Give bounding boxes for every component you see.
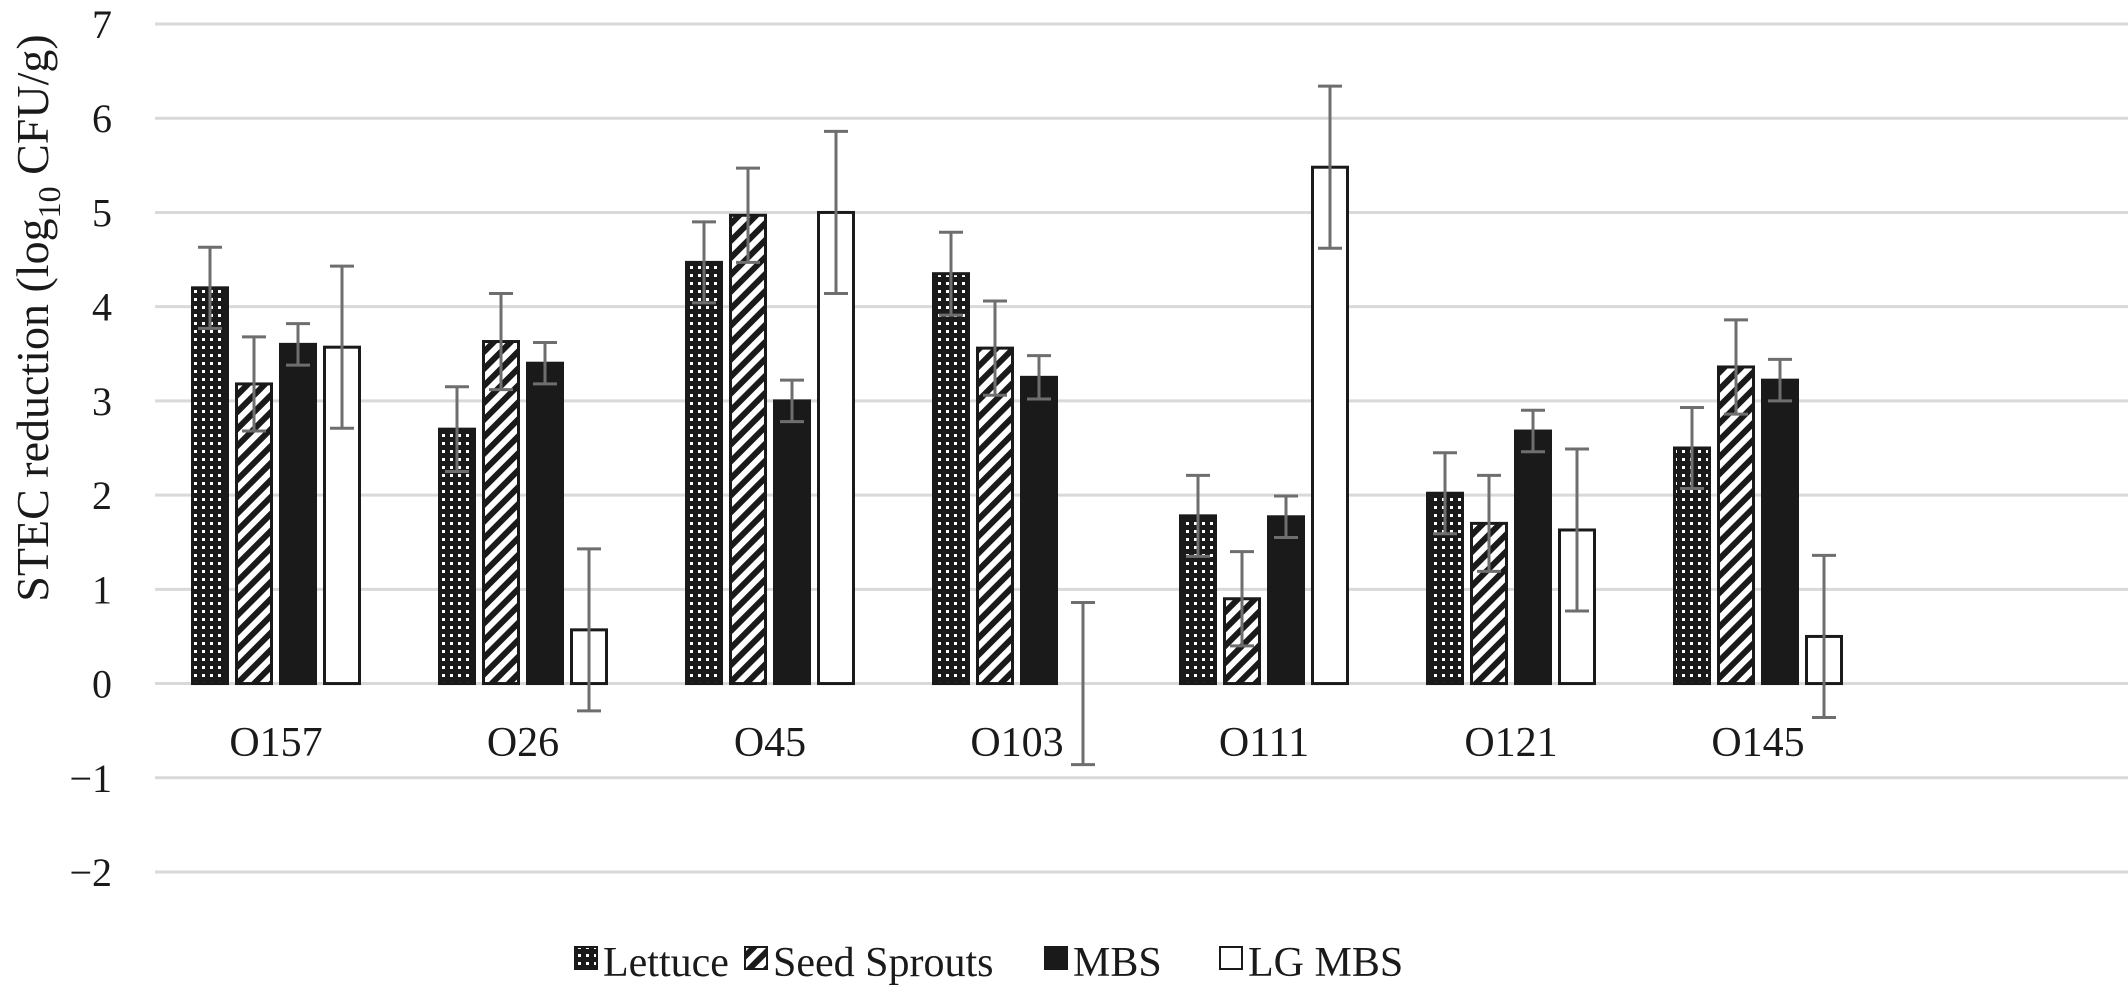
bar-diagonal bbox=[976, 346, 1014, 686]
legend-swatch-solid bbox=[1044, 946, 1068, 970]
legend-label: Seed Sprouts bbox=[773, 940, 994, 986]
category-label: O103 bbox=[970, 720, 1063, 766]
legend-label: LG MBS bbox=[1248, 940, 1403, 986]
category-label: O121 bbox=[1464, 720, 1557, 766]
legend: Lettuce Seed Sprouts MBS LG MBS bbox=[574, 940, 1403, 986]
category-label: O26 bbox=[487, 720, 559, 766]
y-tick-label: 5 bbox=[92, 190, 112, 235]
bar-solid bbox=[526, 361, 564, 686]
bar-dots bbox=[932, 272, 970, 686]
legend-swatch-diagonal bbox=[744, 946, 768, 970]
error-bars bbox=[198, 84, 1836, 767]
bar-solid bbox=[773, 399, 811, 686]
y-tick-label: 3 bbox=[92, 379, 112, 424]
bar-solid bbox=[1514, 429, 1552, 686]
category-label: O145 bbox=[1711, 720, 1804, 766]
y-tick-label: 0 bbox=[92, 662, 112, 707]
y-tick-label: −1 bbox=[69, 756, 112, 801]
y-tick-labels: −2 −1 0 1 2 3 4 5 6 7 bbox=[69, 2, 112, 895]
bar-solid bbox=[279, 342, 317, 686]
y-tick-label: 7 bbox=[92, 2, 112, 47]
legend-swatch-dots bbox=[574, 946, 598, 970]
legend-label: MBS bbox=[1073, 940, 1162, 986]
category-label: O45 bbox=[734, 720, 806, 766]
legend-swatch-open bbox=[1219, 946, 1243, 970]
bar-open bbox=[1311, 165, 1349, 686]
bar-dots bbox=[191, 286, 229, 686]
bar-diagonal bbox=[482, 340, 520, 686]
bar-diagonal bbox=[729, 213, 767, 686]
legend-label: Lettuce bbox=[603, 940, 729, 986]
bars bbox=[191, 165, 1843, 686]
y-tick-label: −2 bbox=[69, 850, 112, 895]
bar-diagonal bbox=[1470, 521, 1508, 686]
category-label: O111 bbox=[1219, 720, 1309, 766]
bar-solid bbox=[1020, 375, 1058, 686]
y-tick-label: 1 bbox=[92, 567, 112, 612]
bar-solid bbox=[1761, 378, 1799, 686]
category-labels: O157 O26 O45 O103 O111 O121 O145 bbox=[229, 720, 1804, 766]
y-tick-label: 2 bbox=[92, 473, 112, 518]
bar-dots bbox=[685, 260, 723, 686]
bar-solid bbox=[1267, 515, 1305, 686]
category-label: O157 bbox=[229, 720, 322, 766]
y-axis-label: STEC reduction (log10 CFU/g) bbox=[7, 34, 67, 601]
bar-diagonal bbox=[1717, 365, 1755, 686]
y-tick-label: 4 bbox=[92, 285, 112, 330]
y-tick-label: 6 bbox=[92, 96, 112, 141]
